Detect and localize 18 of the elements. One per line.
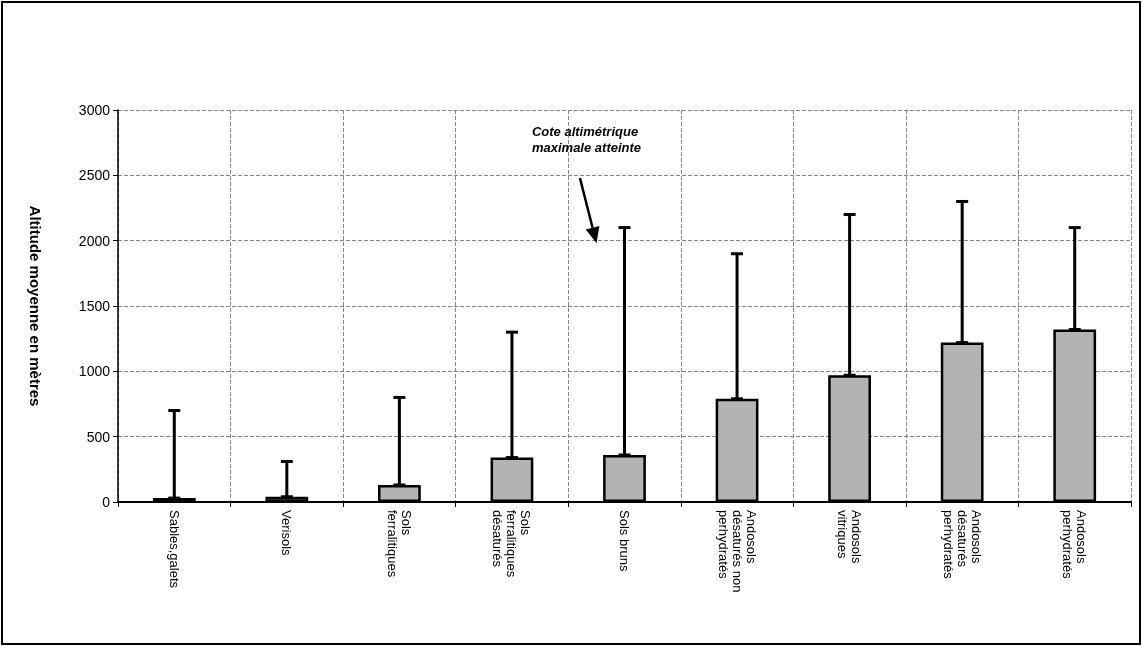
x-tick-label: Andosols vitriques bbox=[835, 510, 865, 564]
x-tick-label: Verisols bbox=[279, 510, 295, 557]
y-tick-label: 500 bbox=[86, 428, 111, 445]
x-tick-label: Andosols désaturés non perhydratés bbox=[715, 510, 759, 593]
y-tick-label: 2500 bbox=[78, 167, 111, 184]
annotation: Cote altimétrique maximale atteinte bbox=[531, 123, 642, 155]
y-tick-label: 2000 bbox=[78, 232, 111, 249]
y-tick-label: 3000 bbox=[78, 102, 111, 118]
x-tick-label: Sols bruns bbox=[617, 510, 632, 572]
x-tick-label: Andosols perhydratés bbox=[1060, 510, 1090, 580]
x-tick-label: Andosols désaturés perhydratés bbox=[940, 510, 984, 580]
x-tick-label: Sols ferralitiques désaturés bbox=[490, 510, 534, 578]
y-tick-label: 1500 bbox=[78, 298, 111, 314]
x-tick-label: Sables,galets bbox=[166, 510, 182, 589]
y-axis-title: Altitude moyenne en mètres bbox=[27, 205, 44, 407]
y-tick-label: 1000 bbox=[78, 363, 111, 380]
y-tick-label: 0 bbox=[102, 494, 111, 510]
x-tick-label: Sols ferralitiques bbox=[384, 510, 414, 578]
